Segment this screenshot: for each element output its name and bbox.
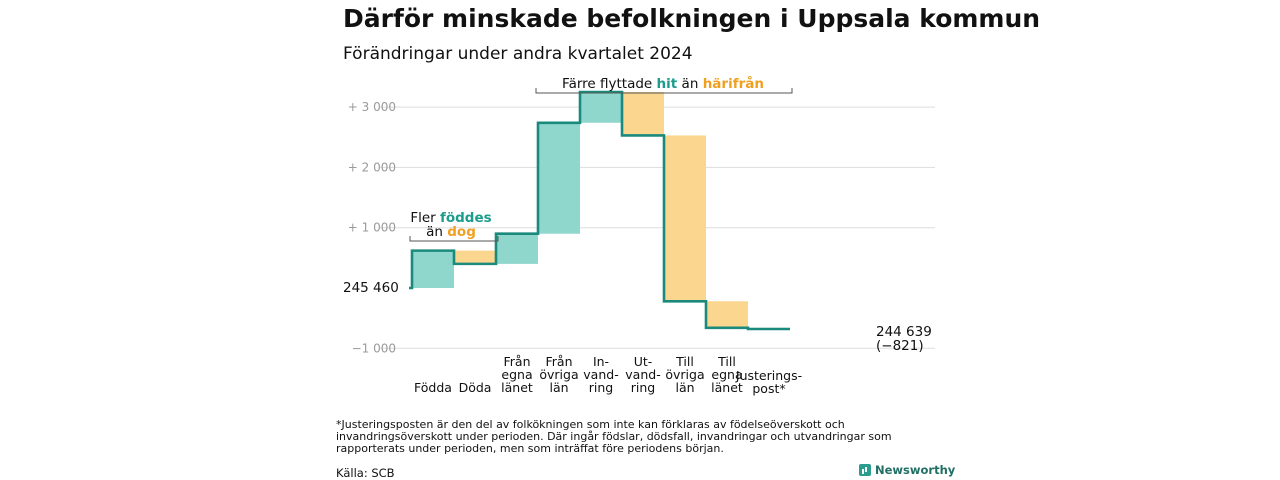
annotation-migration-green: hit <box>657 76 678 92</box>
category-label-2-0: Från <box>503 354 530 369</box>
bar-5 <box>622 92 664 136</box>
category-label-6-2: län <box>675 380 694 395</box>
y-tick-label-2: + 1 000 <box>348 221 396 235</box>
annotation-births: Fler föddes än dog <box>409 210 499 242</box>
end-value-label: 244 639 <box>876 324 932 340</box>
annotation-migration-mid: än <box>682 76 699 92</box>
category-labels: Födda DödaFrånegnalänetFrånövrigalänIn-va… <box>414 354 802 396</box>
chart-title: Därför minskade befolkningen i Uppsala k… <box>343 4 1041 33</box>
start-value-label: 245 460 <box>343 280 399 296</box>
annotation-migration-orange: härifrån <box>703 75 764 92</box>
y-tick-label-0: + 3 000 <box>348 100 396 114</box>
annotation-births-bracket <box>409 236 499 242</box>
brand-logo: Newsworthy <box>859 463 955 477</box>
bar-4 <box>580 92 622 123</box>
annotation-births-mid: än <box>426 224 443 240</box>
annotation-births-line1: Fler föddes <box>410 210 491 226</box>
y-tick-label-1: + 2 000 <box>348 160 396 174</box>
y-tick-label-3: −1 000 <box>352 341 396 355</box>
annotation-births-green: föddes <box>440 210 492 226</box>
category-label-8-0: Justerings- <box>735 368 802 383</box>
category-label-7-2: länet <box>711 380 743 395</box>
brand-name: Newsworthy <box>875 463 956 477</box>
annotation-births-orange: dog <box>447 224 476 240</box>
bar-3 <box>538 122 580 234</box>
chart-subtitle: Förändringar under andra kvartalet 2024 <box>343 44 693 64</box>
category-label-2-2: länet <box>501 380 533 395</box>
annotation-migration: Färre flyttade hit än härifrån <box>535 75 793 94</box>
category-label-6-1: övriga <box>665 367 704 382</box>
category-label-6-0: Till <box>675 354 694 369</box>
category-label-5-1: vand- <box>625 367 660 382</box>
bar-2 <box>496 233 538 264</box>
cumulative-step-line <box>409 90 790 331</box>
bar-6 <box>664 135 706 302</box>
category-label-4-0: In- <box>593 354 609 369</box>
category-label-8-1: post* <box>752 381 785 396</box>
category-label-2-1: egna <box>501 367 532 382</box>
category-label-0-0: Födda <box>414 380 452 395</box>
annotation-births-line2: än dog <box>426 224 476 240</box>
category-label-3-2: län <box>549 380 568 395</box>
category-label-3-0: Från <box>545 354 572 369</box>
annotation-migration-text: Färre flyttade hit än härifrån <box>562 75 764 92</box>
y-axis-tick-labels: + 3 000 + 2 000 + 1 000 −1 000 <box>348 100 396 355</box>
category-label-5-0: Ut- <box>634 354 653 369</box>
bar-0 <box>412 250 454 288</box>
annotation-migration-bracket <box>535 88 793 94</box>
end-change-label: (−821) <box>876 338 924 354</box>
source-label: Källa: SCB <box>336 466 395 480</box>
bars <box>412 92 790 330</box>
bar-1 <box>454 250 496 264</box>
bar-7 <box>706 301 748 328</box>
category-label-4-1: vand- <box>583 367 618 382</box>
newsworthy-logo-icon <box>859 464 871 476</box>
category-label-5-2: ring <box>631 380 655 395</box>
category-label-3-1: övriga <box>539 367 578 382</box>
category-label-4-2: ring <box>589 380 613 395</box>
annotation-migration-prefix: Färre flyttade <box>562 76 652 92</box>
category-label-7-0: Till <box>717 354 736 369</box>
waterfall-chart: + 3 000 + 2 000 + 1 000 −1 000 Födda Döda Frå… <box>343 75 935 396</box>
footnote: *Justeringsposten är den del av folkökni… <box>336 418 892 455</box>
category-label-1-0: Döda <box>459 380 492 395</box>
annotation-births-prefix: Fler <box>410 210 436 226</box>
category-label-7-1: egna <box>711 367 742 382</box>
